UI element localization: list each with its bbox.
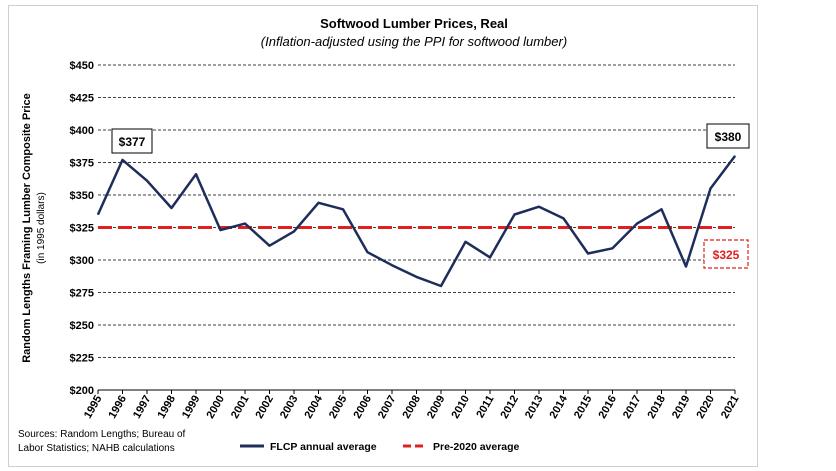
legend-label-flcp: FLCP annual average: [270, 441, 377, 453]
data-point: [170, 207, 173, 209]
y-tick-labels: $200 $225 $250 $275 $300 $325 $350 $375 $400 $425…: [70, 60, 94, 397]
x-tick-label: 2001: [229, 394, 252, 421]
source-note-line-1: Sources: Random Lengths; Bureau of: [18, 429, 186, 440]
x-tick-label: 2009: [425, 394, 448, 421]
x-tick-label: 2003: [278, 394, 301, 421]
x-tick-label: 2010: [449, 394, 472, 421]
y-tick-label: $225: [70, 353, 94, 365]
series-lines: [96, 155, 736, 288]
x-tick-label: 2020: [694, 394, 717, 421]
y-tick-label: $375: [70, 158, 94, 170]
data-point: [464, 241, 467, 243]
annotation-box-average: [703, 239, 749, 269]
x-tick-label: 1995: [82, 394, 105, 421]
source-note-line-2: Labor Statistics; NAHB calculations: [18, 443, 175, 454]
x-tick-label: 2016: [596, 394, 619, 421]
data-point: [121, 159, 124, 161]
y-tick-label: $425: [70, 93, 94, 105]
annotation-label-average: $325: [713, 248, 740, 262]
data-point: [244, 223, 246, 225]
x-tick-label: 2000: [204, 394, 227, 421]
data-point: [195, 173, 197, 175]
data-point: [317, 202, 320, 204]
y-tick-label: $300: [70, 255, 94, 267]
x-tick-label: 2008: [400, 394, 423, 421]
y-tick-label: $275: [70, 288, 94, 300]
data-point: [734, 155, 736, 157]
legend: FLCP annual average Pre-2020 average: [240, 441, 520, 453]
data-point: [587, 252, 589, 255]
annotations: $377 $380 $325: [111, 123, 750, 269]
annotation-label-2021: $380: [715, 130, 742, 144]
x-tick-label: 2014: [547, 393, 570, 421]
y-tick-label: $350: [70, 190, 94, 202]
annotation-label-1996: $377: [119, 135, 146, 149]
x-tick-label: 2013: [523, 394, 546, 421]
y-axis-label: Random Lengths Framing Lumber Composite …: [21, 93, 33, 363]
data-point: [268, 245, 271, 247]
x-tick-label: 2002: [253, 394, 276, 421]
data-point: [146, 180, 148, 182]
x-tick-label: 1998: [155, 394, 178, 421]
data-point: [342, 208, 344, 210]
x-tick-labels: 1995 1996 1997 1998 1999 2000 2001 2002 2003 2004…: [82, 390, 742, 421]
x-tick-label: 2018: [645, 394, 668, 421]
data-point: [660, 208, 663, 210]
x-tick-label: 1997: [131, 394, 154, 421]
y-tick-label: $450: [70, 60, 94, 72]
legend-label-pre2020: Pre-2020 average: [433, 441, 520, 453]
x-tick-label: 1999: [180, 394, 203, 421]
x-tick-label: 2005: [327, 394, 350, 421]
annotation-box-2021: [706, 123, 750, 149]
data-point: [293, 230, 295, 232]
data-point: [636, 223, 638, 225]
data-point: [709, 187, 712, 190]
y-tick-label: $400: [70, 125, 94, 137]
x-tick-label: 2019: [670, 394, 693, 421]
y-axis-sublabel: (in 1995 dollars): [36, 192, 47, 264]
data-point: [97, 213, 99, 216]
series-line-flcp: [96, 155, 736, 288]
y-tick-label: $200: [70, 385, 94, 397]
data-point: [440, 285, 442, 287]
data-point: [513, 213, 516, 216]
data-point: [685, 265, 687, 268]
x-tick-label: 2007: [376, 394, 399, 421]
data-point: [611, 247, 614, 249]
data-point: [489, 256, 491, 258]
x-tick-label: 2017: [621, 394, 644, 421]
x-tick-label: 2011: [474, 394, 496, 421]
y-tick-label: $250: [70, 320, 94, 332]
x-tick-label: 2015: [572, 394, 595, 421]
x-tick-label: 2012: [498, 394, 521, 421]
data-point: [415, 276, 418, 278]
data-point: [562, 217, 565, 219]
chart-subtitle: (Inflation-adjusted using the PPI for so…: [261, 34, 567, 49]
data-point: [219, 229, 222, 231]
data-point: [366, 251, 369, 253]
x-tick-label: 2021: [719, 394, 742, 421]
x-tick-label: 2004: [302, 393, 325, 421]
annotation-box-1996: [111, 128, 153, 154]
y-tick-label: $325: [70, 223, 94, 235]
chart-title: Softwood Lumber Prices, Real: [320, 16, 508, 31]
x-tick-label: 1996: [106, 394, 129, 421]
data-point: [538, 206, 540, 208]
data-point: [391, 264, 393, 266]
x-tick-label: 2006: [351, 394, 374, 421]
